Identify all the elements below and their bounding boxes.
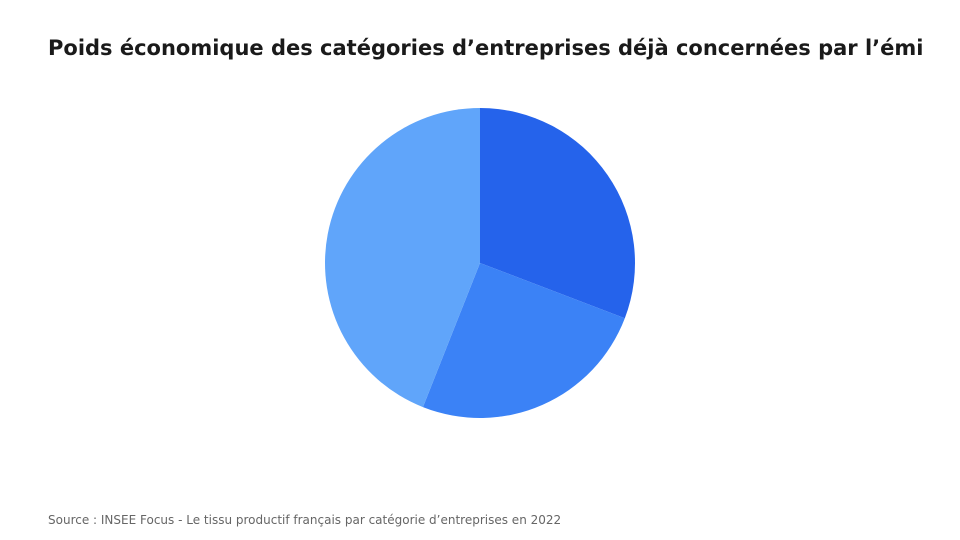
pie-slice-3 <box>324 108 480 408</box>
source-note: Source : INSEE Focus - Le tissu producti… <box>48 513 562 527</box>
pie-slice-2 <box>422 263 625 418</box>
pie-slice-1 <box>480 108 635 319</box>
chart-title: Poids économique des catégories d’entrep… <box>48 36 924 60</box>
